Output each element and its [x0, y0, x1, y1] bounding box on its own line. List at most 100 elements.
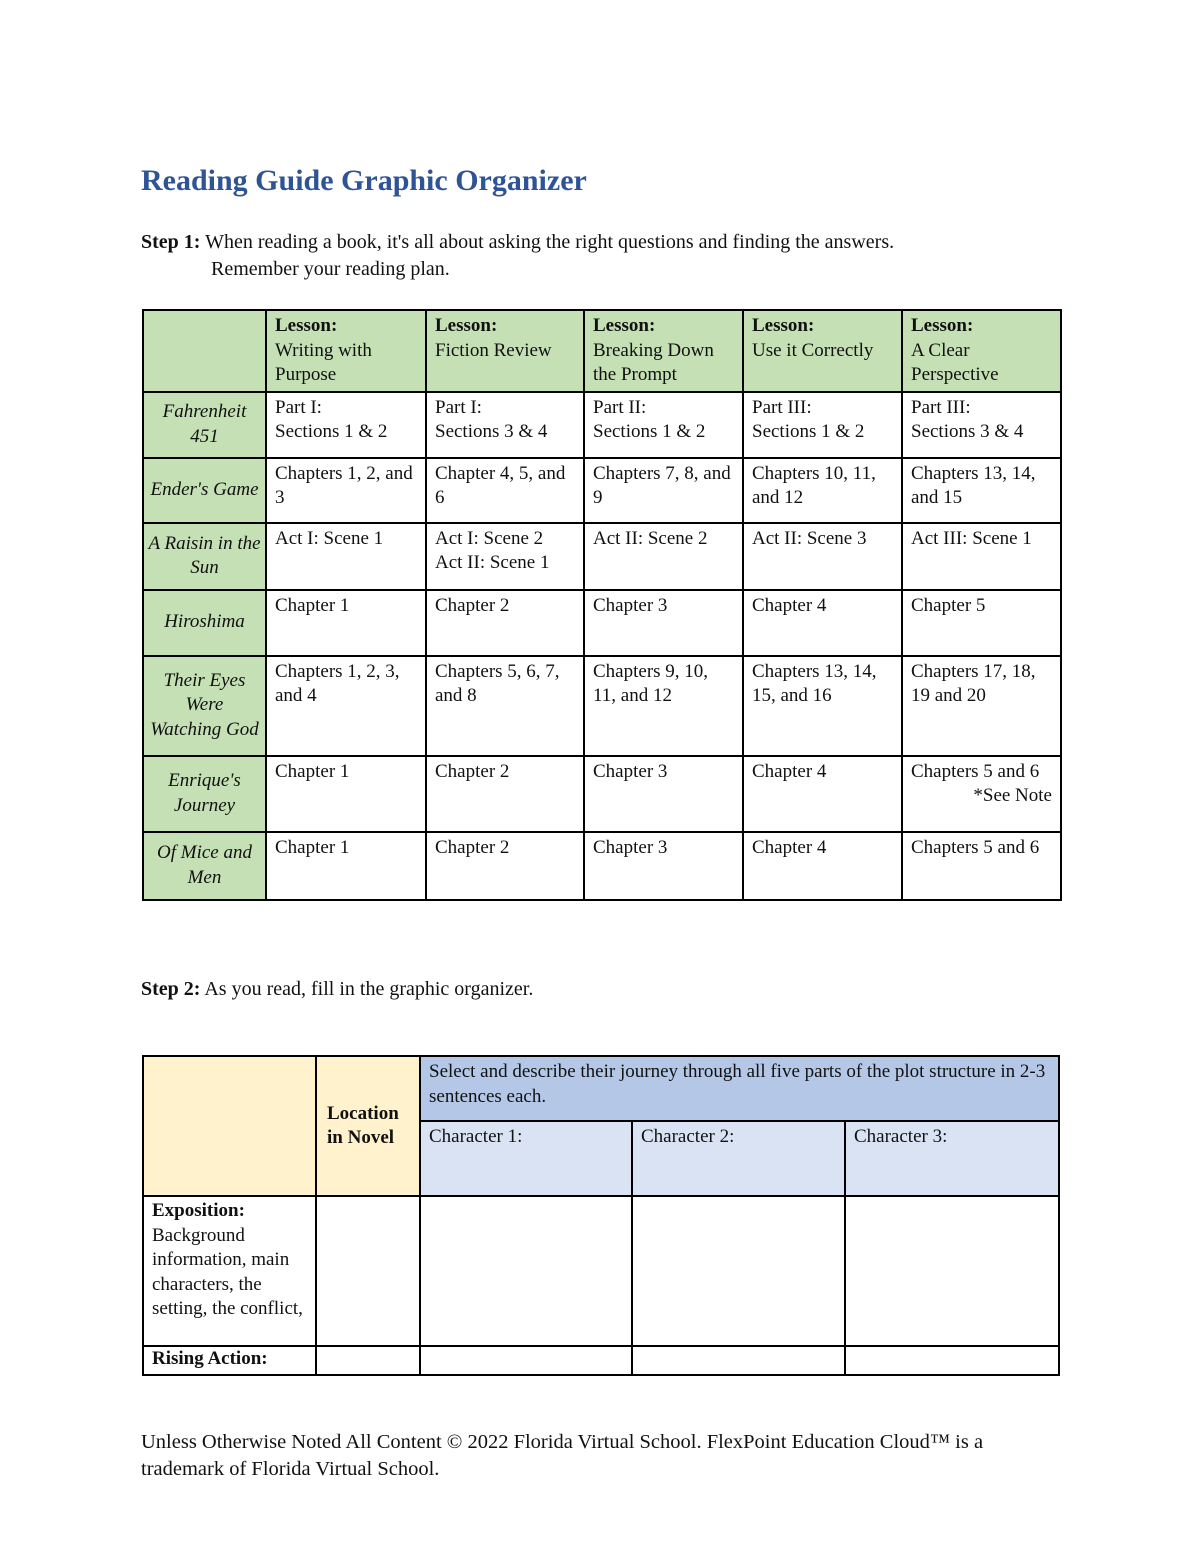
assignment-text: Act III: Scene 1 — [911, 527, 1032, 549]
page-title: Reading Guide Graphic Organizer — [141, 164, 587, 197]
table-row: Hiroshima Chapter 1 Chapter 2 Chapter 3 Chap… — [142, 588, 1062, 657]
reading-plan-table: Lesson: Writing with Purpose Lesson: Fictio… — [142, 309, 1062, 901]
assignment-text: Sections 1 & 2 — [275, 421, 388, 442]
reading-assignment-cell: Chapters 7, 8, and 9 — [583, 456, 744, 524]
table-row-exposition: Exposition: Background information, main … — [142, 1195, 1061, 1347]
reading-assignment-cell: Chapter 1 — [265, 588, 427, 657]
copyright-footer: Unless Otherwise Noted All Content © 202… — [141, 1431, 984, 1480]
step-1: Step 1: When reading a book, it's all ab… — [141, 229, 894, 283]
character-2-header: Character 2: — [631, 1120, 846, 1197]
assignment-text: Chapter 1 — [275, 836, 350, 858]
assignment-text: Chapters 13, 14, and 15 — [911, 462, 1036, 509]
lesson-header: Lesson: Breaking Down the Prompt — [583, 309, 744, 393]
assignment-text: Part III: — [911, 396, 971, 418]
reading-assignment-cell: Chapter 3 — [583, 754, 744, 833]
assignment-text: Chapter 2 — [435, 760, 510, 782]
step-2: Step 2: As you read, fill in the graphic… — [141, 976, 533, 1003]
assignment-text: Chapters 1, 2, 3, and 4 — [275, 660, 400, 707]
assignment-text: Chapter 4 — [752, 836, 827, 858]
lesson-name: Breaking Down the Prompt — [593, 339, 714, 386]
assignment-text: Sections 3 & 4 — [911, 421, 1024, 442]
character-3-header: Character 3: — [843, 1120, 1061, 1197]
lesson-header: Lesson: Fiction Review — [425, 309, 585, 393]
exposition-character-2-input[interactable] — [631, 1195, 846, 1347]
assignment-text: Sections 3 & 4 — [435, 421, 548, 442]
assignment-text: Act I: Scene 2 — [435, 527, 544, 549]
assignment-text: Chapters 5 and 6 — [911, 836, 1040, 858]
location-header: Location in Novel — [315, 1055, 421, 1197]
assignment-text: Act II: Scene 1 — [435, 552, 550, 573]
lesson-label: Lesson: — [275, 315, 338, 336]
reading-assignment-cell: Chapter 4 — [742, 588, 903, 657]
assignment-text: Chapters 5, 6, 7, and 8 — [435, 660, 560, 707]
assignment-text: Chapter 3 — [593, 836, 668, 858]
reading-assignment-cell: Act I: Scene 2 Act II: Scene 1 — [425, 521, 585, 591]
rising-action-character-1-input[interactable] — [419, 1345, 633, 1376]
reading-assignment-cell: Part III: Sections 3 & 4 — [901, 390, 1062, 459]
assignment-text: Part I: — [435, 396, 482, 418]
assignment-text: Chapter 1 — [275, 760, 350, 782]
lesson-name: A Clear Perspective — [911, 339, 999, 386]
reading-assignment-cell: Chapter 4 — [742, 830, 903, 901]
reading-assignment-cell: Chapter 4, 5, and 6 — [425, 456, 585, 524]
assignment-text: Chapter 5 — [911, 594, 986, 616]
instruction-header: Select and describe their journey throug… — [418, 1055, 1061, 1122]
graphic-organizer-table: Location in Novel Select and describe th… — [142, 1055, 1061, 1376]
assignment-text: Chapters 1, 2, and 3 — [275, 462, 413, 509]
assignment-text: Chapter 1 — [275, 594, 350, 616]
reading-assignment-cell: Part III: Sections 1 & 2 — [742, 390, 903, 459]
book-title: Fahrenheit 451 — [142, 390, 267, 459]
reading-assignment-cell: Chapters 1, 2, and 3 — [265, 456, 427, 524]
exposition-character-1-input[interactable] — [419, 1195, 633, 1347]
assignment-text: Chapter 2 — [435, 836, 510, 858]
exposition-location-input[interactable] — [315, 1195, 421, 1347]
see-note: *See Note — [973, 785, 1052, 806]
rising-action-character-3-input[interactable] — [843, 1345, 1061, 1376]
reading-assignment-cell: Chapter 3 — [583, 830, 744, 901]
lesson-name: Fiction Review — [435, 339, 552, 361]
assignment-text: Act I: Scene 1 — [275, 527, 384, 549]
book-title: Ender's Game — [142, 456, 267, 524]
book-title: Their Eyes Were Watching God — [142, 654, 267, 757]
lesson-label: Lesson: — [911, 315, 974, 336]
book-title: A Raisin in the Sun — [142, 521, 267, 591]
reading-assignment-cell: Part II: Sections 1 & 2 — [583, 390, 744, 459]
assignment-text: Chapters 13, 14, 15, and 16 — [752, 660, 877, 707]
exposition-character-3-input[interactable] — [843, 1195, 1061, 1347]
reading-assignment-cell: Chapters 9, 10, 11, and 12 — [583, 654, 744, 757]
reading-assignment-cell: Chapters 13, 14, 15, and 16 — [742, 654, 903, 757]
lesson-header: Lesson: Use it Correctly — [742, 309, 903, 393]
assignment-text: Chapter 4, 5, and 6 — [435, 462, 566, 509]
reading-assignment-cell: Chapters 5 and 6 *See Note — [901, 754, 1062, 833]
reading-assignment-cell: Act II: Scene 2 — [583, 521, 744, 591]
reading-assignment-cell: Chapters 17, 18, 19 and 20 — [901, 654, 1062, 757]
reading-assignment-cell: Chapters 10, 11, and 12 — [742, 456, 903, 524]
reading-assignment-cell: Chapter 5 — [901, 588, 1062, 657]
assignment-text: Chapter 3 — [593, 594, 668, 616]
blank-header-cell — [142, 309, 267, 393]
rising-action-label-cell: Rising Action: — [142, 1345, 317, 1376]
rising-action-character-2-input[interactable] — [631, 1345, 846, 1376]
rising-action-location-input[interactable] — [315, 1345, 421, 1376]
assignment-text: Sections 1 & 2 — [752, 421, 865, 442]
reading-assignment-cell: Part I: Sections 3 & 4 — [425, 390, 585, 459]
step-1-text: When reading a book, it's all about aski… — [205, 231, 895, 253]
table-row: Of Mice and Men Chapter 1 Chapter 2 Chapter… — [142, 830, 1062, 901]
reading-assignment-cell: Chapter 2 — [425, 588, 585, 657]
step-1-label: Step 1: — [141, 231, 201, 253]
table-row: A Raisin in the Sun Act I: Scene 1 Act I: … — [142, 521, 1062, 591]
rising-action-label: Rising Action: — [152, 1348, 268, 1369]
assignment-text: Chapter 2 — [435, 594, 510, 616]
reading-assignment-cell: Part I: Sections 1 & 2 — [265, 390, 427, 459]
exposition-label: Exposition: — [152, 1200, 245, 1221]
assignment-text: Chapters 9, 10, 11, and 12 — [593, 660, 709, 707]
assignment-text: Part I: — [275, 396, 322, 418]
step-1-text-2: Remember your reading plan. — [211, 258, 450, 280]
lesson-label: Lesson: — [752, 315, 815, 336]
lesson-header: Lesson: A Clear Perspective — [901, 309, 1062, 393]
assignment-text: Chapter 3 — [593, 760, 668, 782]
book-title: Hiroshima — [142, 588, 267, 657]
lesson-label: Lesson: — [593, 315, 656, 336]
assignment-text: Chapter 4 — [752, 594, 827, 616]
reading-assignment-cell: Act I: Scene 1 — [265, 521, 427, 591]
